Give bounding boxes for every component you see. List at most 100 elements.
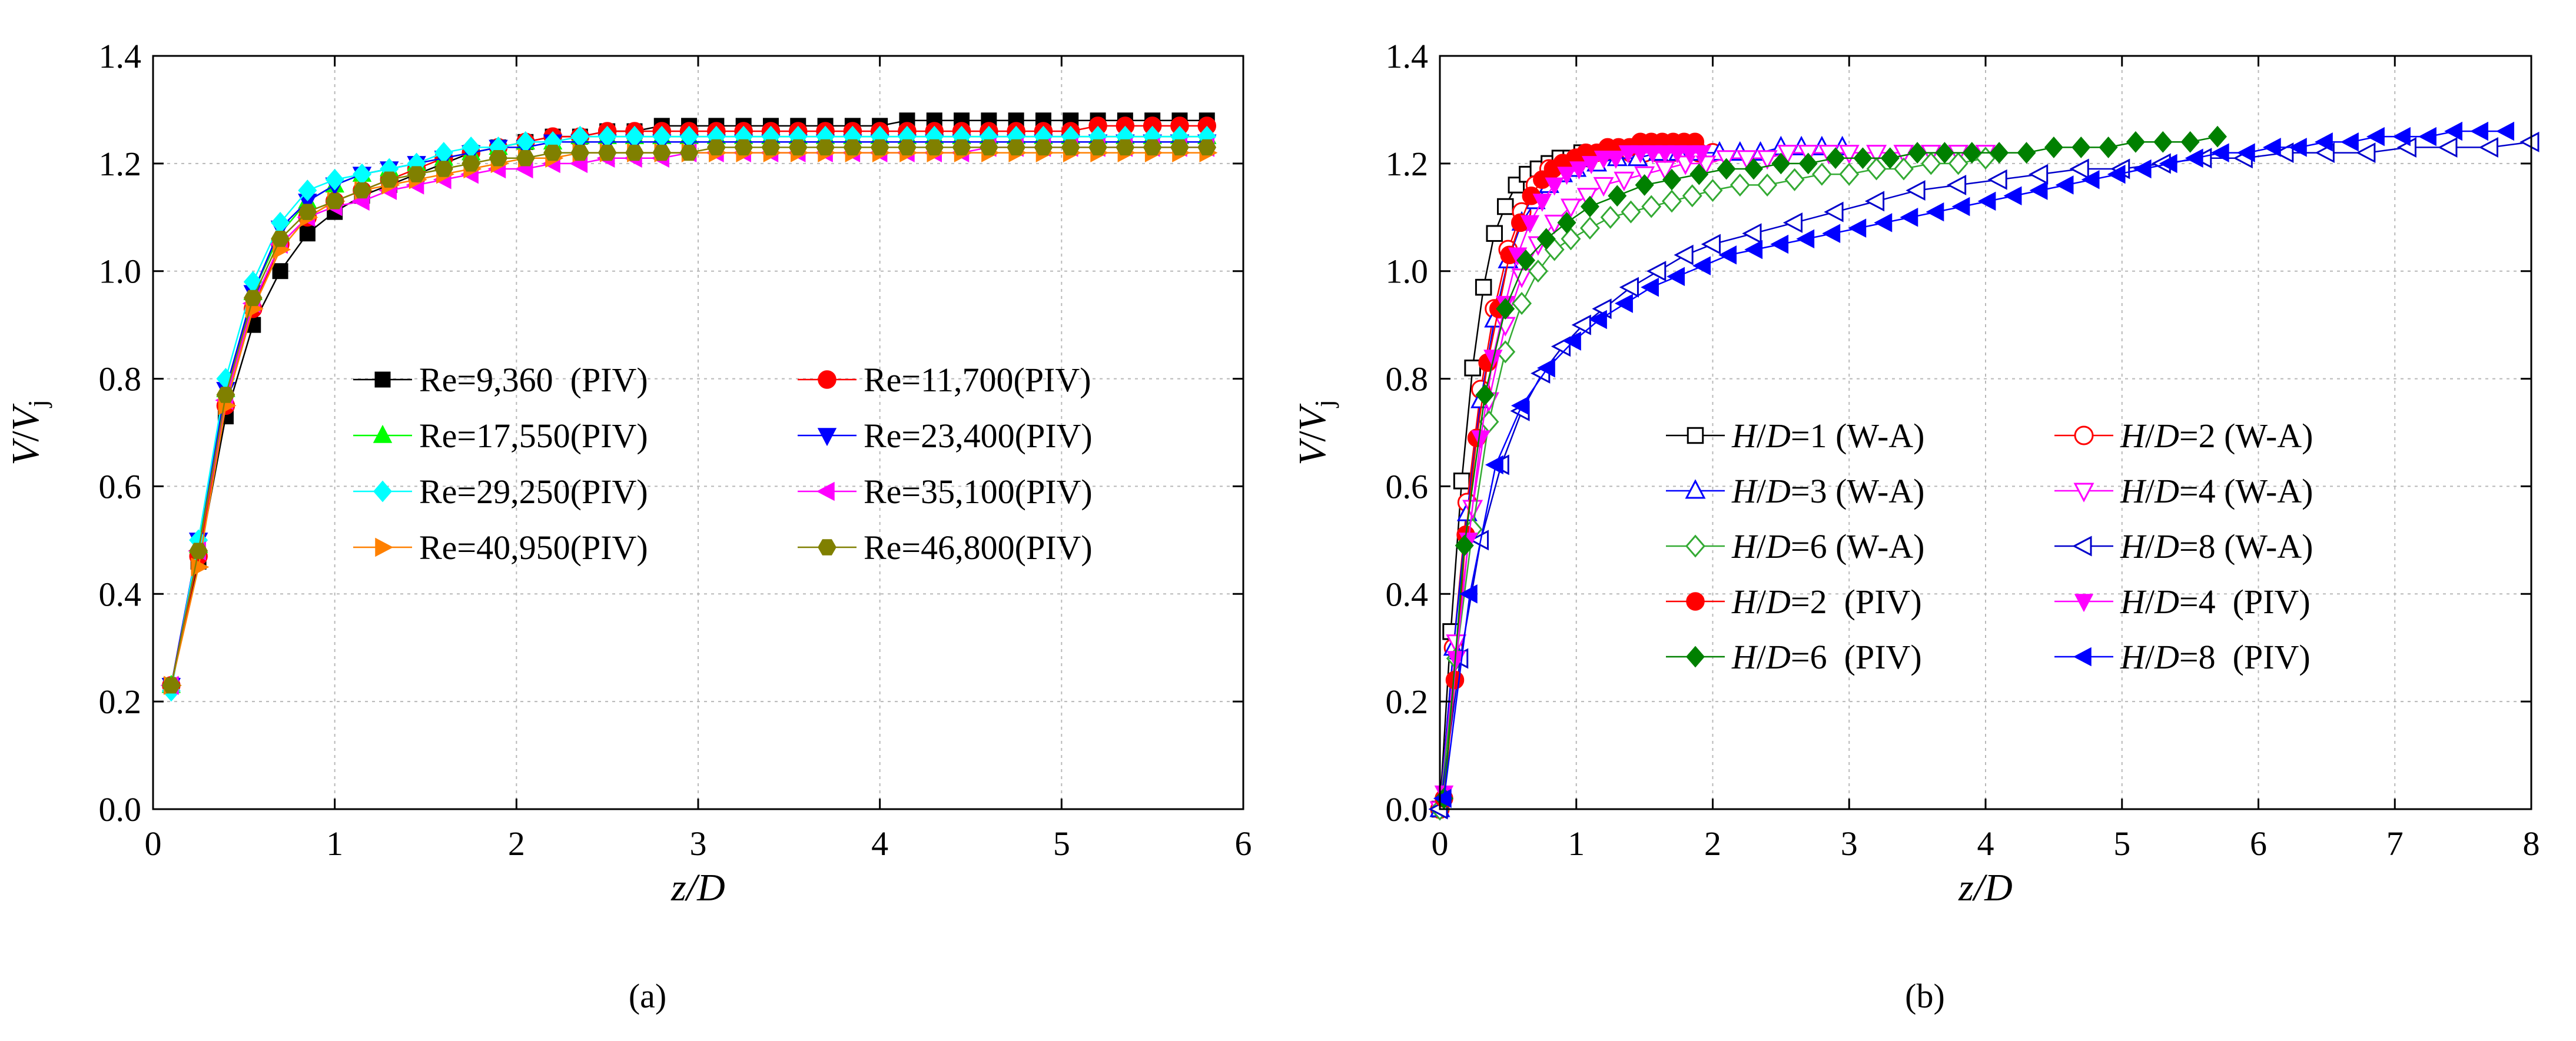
data-point	[1560, 198, 1581, 218]
y-tick-label: 0.0	[1386, 790, 1429, 829]
data-point	[2392, 127, 2411, 147]
x-tick-label: 1	[1568, 824, 1585, 863]
legend-item: Re=29,250(PIV)	[353, 473, 648, 511]
legend-marker	[816, 481, 835, 501]
legend-label: Re=17,550(PIV)	[419, 417, 648, 455]
data-point	[2081, 170, 2100, 189]
legend-label: H/D=2 (W-A)	[2120, 417, 2313, 455]
data-point	[952, 139, 971, 156]
data-point	[1668, 145, 1687, 164]
data-point	[1689, 163, 1709, 185]
data-point	[1702, 179, 1723, 202]
data-point	[1679, 145, 1699, 164]
data-point	[2288, 138, 2307, 157]
x-tick-label: 7	[2386, 824, 2404, 863]
legend-marker	[817, 428, 837, 447]
data-point	[1569, 161, 1589, 180]
legend-label: H/D=3 (W-A)	[1731, 472, 1925, 510]
data-point	[2153, 131, 2173, 153]
data-point	[1608, 185, 1627, 207]
y-tick-label: 0.6	[99, 467, 142, 505]
data-point	[1618, 145, 1638, 164]
y-tick-label: 0.0	[99, 790, 142, 829]
data-point	[734, 139, 753, 156]
data-point	[489, 149, 508, 167]
x-tick-label: 8	[2523, 824, 2540, 863]
data-point	[1717, 158, 1736, 180]
series-8	[1434, 125, 2227, 810]
series-0	[163, 112, 1215, 694]
data-point	[380, 171, 399, 188]
y-tick-label: 1.4	[1386, 37, 1429, 75]
legend-marker	[2073, 647, 2092, 667]
data-point	[1433, 789, 1452, 808]
data-point	[1545, 177, 1564, 196]
y-tick-label: 1.2	[99, 145, 142, 183]
data-point	[2029, 181, 2048, 200]
y-tick-label: 0.6	[1386, 467, 1429, 505]
data-point	[1641, 195, 1662, 218]
x-tick-label: 5	[2113, 824, 2130, 863]
x-tick-label: 2	[508, 824, 525, 863]
data-point	[1579, 217, 1600, 240]
legend-marker	[1685, 534, 1705, 558]
data-point	[2180, 131, 2200, 153]
data-point	[1826, 147, 1845, 169]
data-point	[679, 144, 699, 161]
data-point	[2444, 121, 2462, 141]
x-tick-label: 2	[1704, 824, 1721, 863]
data-point	[1977, 191, 1996, 211]
legend-label: H/D=8 (W-A)	[2120, 527, 2313, 566]
x-tick-label: 6	[1235, 824, 1252, 863]
data-point	[1908, 142, 1927, 164]
data-point	[1864, 191, 1885, 212]
data-point	[1496, 298, 1515, 320]
legend-item: H/D=4 (W-A)	[2054, 472, 2313, 510]
data-point	[325, 193, 344, 209]
legend: Re=9,360 (PIV) Re=11,700(PIV) Re=17,550(PI…	[353, 361, 1093, 567]
data-point	[1643, 145, 1662, 164]
data-point	[1718, 245, 1737, 265]
data-point	[1757, 150, 1778, 170]
data-point	[1926, 202, 1944, 222]
data-point	[1496, 198, 1514, 215]
data-point	[1615, 294, 1633, 313]
data-point	[2044, 137, 2063, 158]
data-point	[216, 387, 235, 403]
data-point	[1143, 139, 1162, 156]
data-point	[1453, 473, 1470, 490]
y-tick-label: 0.8	[99, 360, 142, 398]
y-tick-label: 1.0	[1386, 252, 1429, 291]
chart-panel-a: 0 1 2 3 4 5 6 0.0 0.2 0.4 0.6 0.8 1.0 1.2 1.4 z/D V/Vj Re…	[4, 37, 1252, 909]
data-point	[2185, 148, 2203, 168]
data-point	[2099, 137, 2118, 158]
series-1	[162, 117, 1217, 695]
data-point	[1784, 168, 1805, 191]
y-tick-label: 1.0	[99, 252, 142, 291]
legend-item: H/D=6 (PIV)	[1666, 638, 1922, 676]
y-axis-title: V/Vj	[4, 400, 52, 465]
legend-label: H/D=1 (W-A)	[1731, 417, 1925, 455]
data-point	[1459, 584, 1478, 604]
legend-label: H/D=4 (PIV)	[2120, 583, 2311, 621]
data-point	[1580, 195, 1599, 218]
data-point	[1528, 260, 1548, 283]
legend-label: H/D=4 (W-A)	[2120, 472, 2313, 510]
y-tick-label: 1.4	[99, 37, 142, 75]
data-point	[898, 139, 917, 156]
legend-item: Re=35,100(PIV)	[798, 473, 1093, 511]
legend-label: H/D=6 (PIV)	[1731, 638, 1922, 676]
x-tick-label: 4	[1977, 824, 1994, 863]
series-9	[1433, 121, 2515, 808]
data-point	[298, 204, 317, 220]
data-point	[543, 144, 562, 161]
legend-item: H/D=4 (PIV)	[2054, 583, 2311, 621]
data-point	[1455, 534, 1474, 557]
data-point	[788, 139, 808, 156]
legend-label: Re=29,250(PIV)	[419, 473, 648, 511]
data-point	[2159, 154, 2177, 174]
data-point	[1744, 240, 1763, 260]
y-tick-label: 0.4	[99, 575, 142, 613]
data-point	[1900, 208, 1918, 227]
